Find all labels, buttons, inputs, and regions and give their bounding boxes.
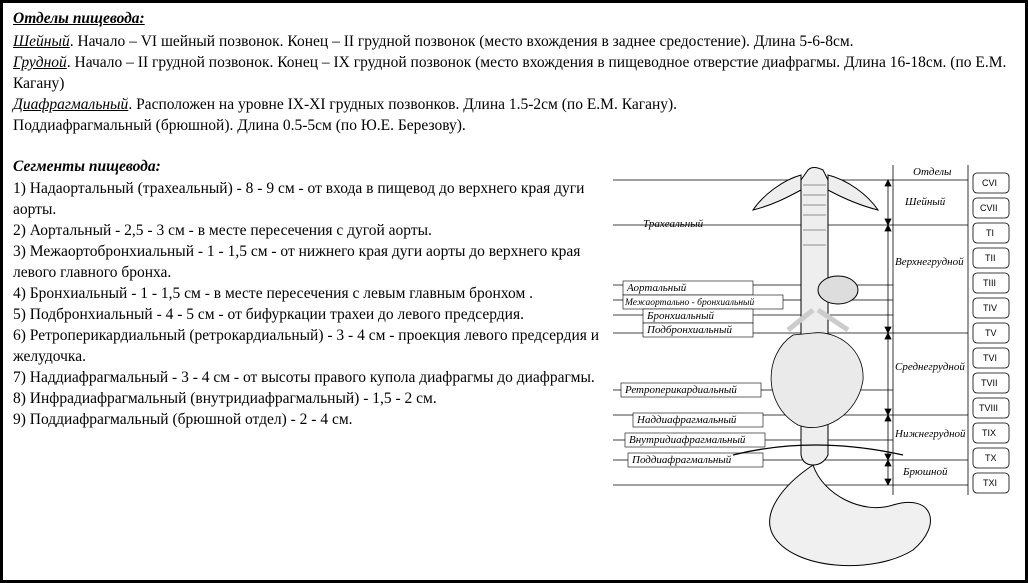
region-abdominal: Брюшной <box>902 466 948 478</box>
vert-4: TIII <box>983 278 996 288</box>
cervical-label: Шейный <box>13 33 70 50</box>
region-mid-thoracic: Среднегрудной <box>895 361 965 373</box>
seg-intradiaphragm: Внутридиафрагмальный <box>629 434 746 446</box>
seg-subdiaphragm: Поддиафрагмальный <box>631 454 732 466</box>
diaphragm-text: . Расположен на уровне IX-XI грудных поз… <box>128 96 677 113</box>
vert-11: TX <box>985 453 997 463</box>
vertebrae-column: CVI CVII TI TII TIII <box>973 173 1009 493</box>
seg-supradiaphragm: Наддиафрагмальный <box>636 414 737 426</box>
segment-6: 6) Ретроперикардиальный (ретрокардиальны… <box>13 326 625 368</box>
segment-8: 8) Инфрадиафрагмальный (внутридиафрагмал… <box>13 389 625 410</box>
vert-0: CVI <box>982 178 997 188</box>
thoracic-text: . Начало – II грудной позвонок. Конец – … <box>13 54 1006 92</box>
region-cervical: Шейный <box>904 196 946 208</box>
vert-10: TIX <box>982 428 996 438</box>
vert-7: TVI <box>983 353 997 363</box>
vert-5: TIV <box>983 303 997 313</box>
region-lower-thoracic: Нижнегрудной <box>894 428 966 440</box>
sections-heading: Отделы пищевода: <box>13 9 1013 30</box>
region-upper-thoracic: Верхнегрудной <box>895 256 964 268</box>
cervical-text: . Начало – VI шейный позвонок. Конец – I… <box>70 33 854 50</box>
section-subdiaphragm: Поддиафрагмальный (брюшной). Длина 0.5-5… <box>13 116 1013 137</box>
diaphragm-label: Диафрагмальный <box>13 96 128 113</box>
vert-3: TII <box>985 253 996 263</box>
vert-1: CVII <box>980 203 998 213</box>
esophagus-diagram: Отделы Шейный Верхнегрудной Среднегрудно… <box>613 155 1013 575</box>
seg-bronchial: Бронхиальный <box>646 310 715 322</box>
seg-tracheal: Трахеальный <box>643 218 704 230</box>
segment-5: 5) Подбронхиальный - 4 - 5 см - от бифур… <box>13 305 625 326</box>
segment-3: 3) Межаортобронхиальный - 1 - 1,5 см - о… <box>13 242 625 284</box>
segment-4: 4) Бронхиальный - 1 - 1,5 см - в месте п… <box>13 284 625 305</box>
vert-9: TVIII <box>979 403 998 413</box>
thoracic-label: Грудной <box>13 54 67 71</box>
segment-9: 9) Поддиафрагмальный (брюшной отдел) - 2… <box>13 410 625 431</box>
segment-1: 1) Надаортальный (трахеальный) - 8 - 9 с… <box>13 179 625 221</box>
vert-8: TVII <box>981 378 998 388</box>
segment-7: 7) Наддиафрагмальный - 3 - 4 см - от выс… <box>13 368 625 389</box>
seg-subbronchial: Подбронхиальный <box>646 324 732 336</box>
seg-aortic: Аортальный <box>626 282 687 294</box>
seg-interaortic: Межаортально - бронхиальный <box>624 297 754 308</box>
section-diaphragm: Диафрагмальный. Расположен на уровне IX-… <box>13 95 1013 116</box>
segment-2: 2) Аортальный - 2,5 - 3 см - в месте пер… <box>13 221 625 242</box>
col-header-segments: Отделы <box>913 166 952 178</box>
section-cervical: Шейный. Начало – VI шейный позвонок. Кон… <box>13 32 1013 53</box>
vert-6: TV <box>985 328 997 338</box>
section-thoracic: Грудной. Начало – II грудной позвонок. К… <box>13 53 1013 95</box>
segments-heading: Сегменты пищевода: <box>13 157 625 178</box>
vert-12: TXI <box>983 478 997 488</box>
vert-2: TI <box>986 228 994 238</box>
seg-retropericardial: Ретроперикардиальный <box>624 384 737 396</box>
